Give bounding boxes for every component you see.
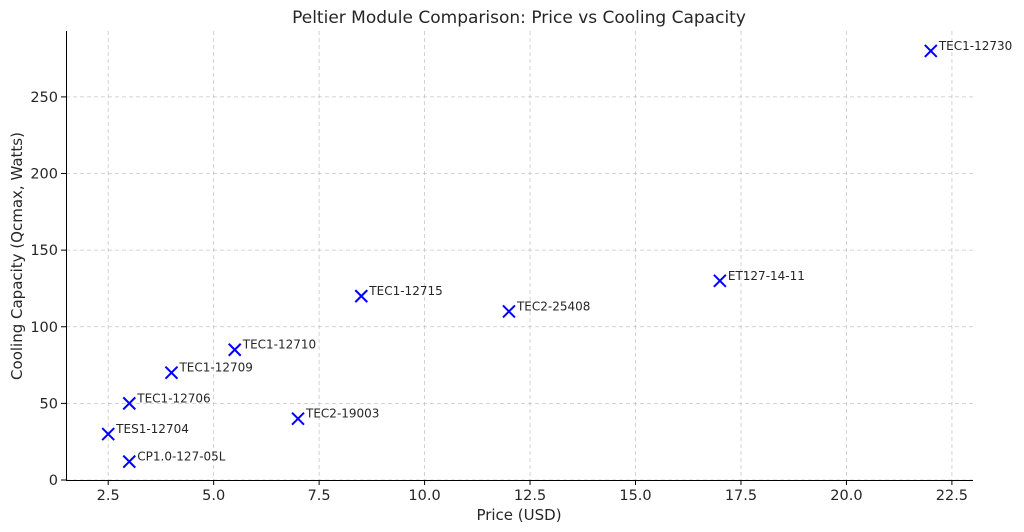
data-point: CP1.0-127-05L [122, 450, 226, 469]
y-tick-label: 50 [40, 396, 58, 412]
data-point: TEC1-12715 [354, 284, 443, 303]
point-label: TEC1-12706 [136, 391, 210, 405]
y-tick-label: 250 [30, 90, 58, 106]
y-tick-label: 100 [30, 320, 58, 336]
x-tick-label: 17.5 [725, 488, 757, 504]
point-label: CP1.0-127-05L [137, 450, 226, 464]
point-label: TEC2-25408 [516, 299, 590, 313]
point-label: TEC1-12730 [938, 39, 1012, 53]
point-label: TEC1-12709 [178, 361, 252, 375]
x-tick-label: 2.5 [97, 488, 120, 504]
point-label: TEC1-12710 [242, 338, 316, 352]
x-marker-stroke [354, 289, 369, 303]
point-label: TEC1-12715 [368, 284, 442, 298]
data-point: ET127-14-11 [713, 269, 805, 288]
x-tick-label: 22.5 [936, 488, 968, 504]
x-marker-stroke [924, 44, 938, 58]
x-marker-stroke [502, 304, 516, 319]
x-marker-stroke [228, 343, 242, 357]
data-points: TES1-12704 CP1.0-127-05L TEC1-12706 TEC1-12… [101, 39, 1012, 469]
x-tick-label: 15.0 [619, 488, 651, 504]
y-tick-label: 150 [30, 243, 58, 259]
data-point: TEC1-12706 [122, 391, 211, 411]
x-marker-stroke [122, 454, 136, 469]
y-tick-label: 0 [49, 473, 58, 489]
x-marker-stroke [101, 427, 115, 441]
point-label: ET127-14-11 [728, 269, 805, 283]
data-point: TEC2-25408 [502, 299, 590, 319]
x-marker-stroke [122, 396, 136, 411]
grid [66, 31, 973, 481]
x-tick-label: 5.0 [202, 488, 225, 504]
chart-title: Peltier Module Comparison: Price vs Cool… [292, 8, 746, 28]
data-point: TES1-12704 [101, 422, 189, 441]
x-tick-label: 20.0 [830, 488, 862, 504]
x-tick-label: 7.5 [308, 488, 331, 504]
y-axis-label: Cooling Capacity (Qcmax, Watts) [8, 132, 26, 380]
data-point: TEC1-12730 [924, 39, 1012, 58]
point-label: TES1-12704 [115, 422, 189, 436]
data-point: TEC1-12709 [164, 361, 253, 380]
x-marker-stroke [164, 366, 179, 380]
x-marker-stroke [713, 274, 727, 288]
x-tick-label: 10.0 [408, 488, 440, 504]
axis-ticks: 2.5 5.0 7.5 10.0 12.5 15.0 17.5 20.0 22.5 0 50 100 1… [30, 90, 968, 504]
y-tick-label: 200 [30, 167, 58, 183]
point-label: TEC2-19003 [305, 407, 379, 421]
x-marker-stroke [291, 411, 305, 426]
data-point: TEC1-12710 [228, 338, 316, 357]
data-point: TEC2-19003 [291, 407, 379, 426]
x-tick-label: 12.5 [514, 488, 546, 504]
x-axis-label: Price (USD) [476, 506, 561, 524]
